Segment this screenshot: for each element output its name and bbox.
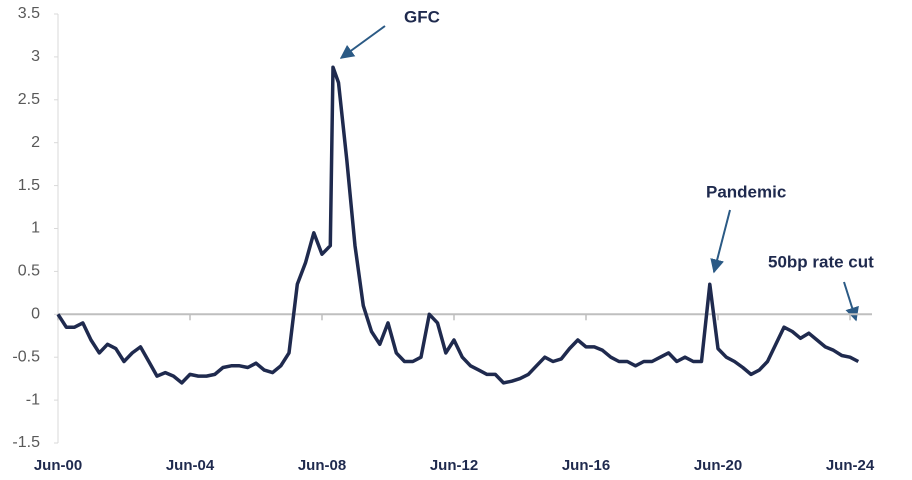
x-tick-label: Jun-24 <box>826 457 875 474</box>
y-tick-label: 1.5 <box>18 177 40 194</box>
x-tick-label: Jun-12 <box>430 457 478 474</box>
x-tick-label: Jun-08 <box>298 457 346 474</box>
y-tick-label: -1 <box>26 391 40 408</box>
annotation: GFC <box>404 7 440 26</box>
y-tick-label: 1 <box>31 220 40 237</box>
arrow <box>710 209 731 274</box>
y-tick-label: -0.5 <box>12 348 40 365</box>
annotation: Pandemic <box>706 182 786 201</box>
y-tick-label: -1.5 <box>12 434 40 451</box>
arrow <box>339 25 386 59</box>
x-tick-label: Jun-04 <box>166 457 215 474</box>
line <box>56 65 860 385</box>
y-tick-label: 0.5 <box>18 263 40 280</box>
y-tick-label: 0 <box>31 306 40 323</box>
x-tick-label: Jun-16 <box>562 457 610 474</box>
y-tick-label: 3.5 <box>18 5 40 22</box>
x-tick-label: Jun-00 <box>34 457 82 474</box>
y-tick-label: 3 <box>31 48 40 65</box>
y-tick-label: 2 <box>31 134 40 151</box>
y-tick-label: 2.5 <box>18 91 40 108</box>
x-tick-label: Jun-20 <box>694 457 742 474</box>
annotation: 50bp rate cut <box>768 252 874 271</box>
